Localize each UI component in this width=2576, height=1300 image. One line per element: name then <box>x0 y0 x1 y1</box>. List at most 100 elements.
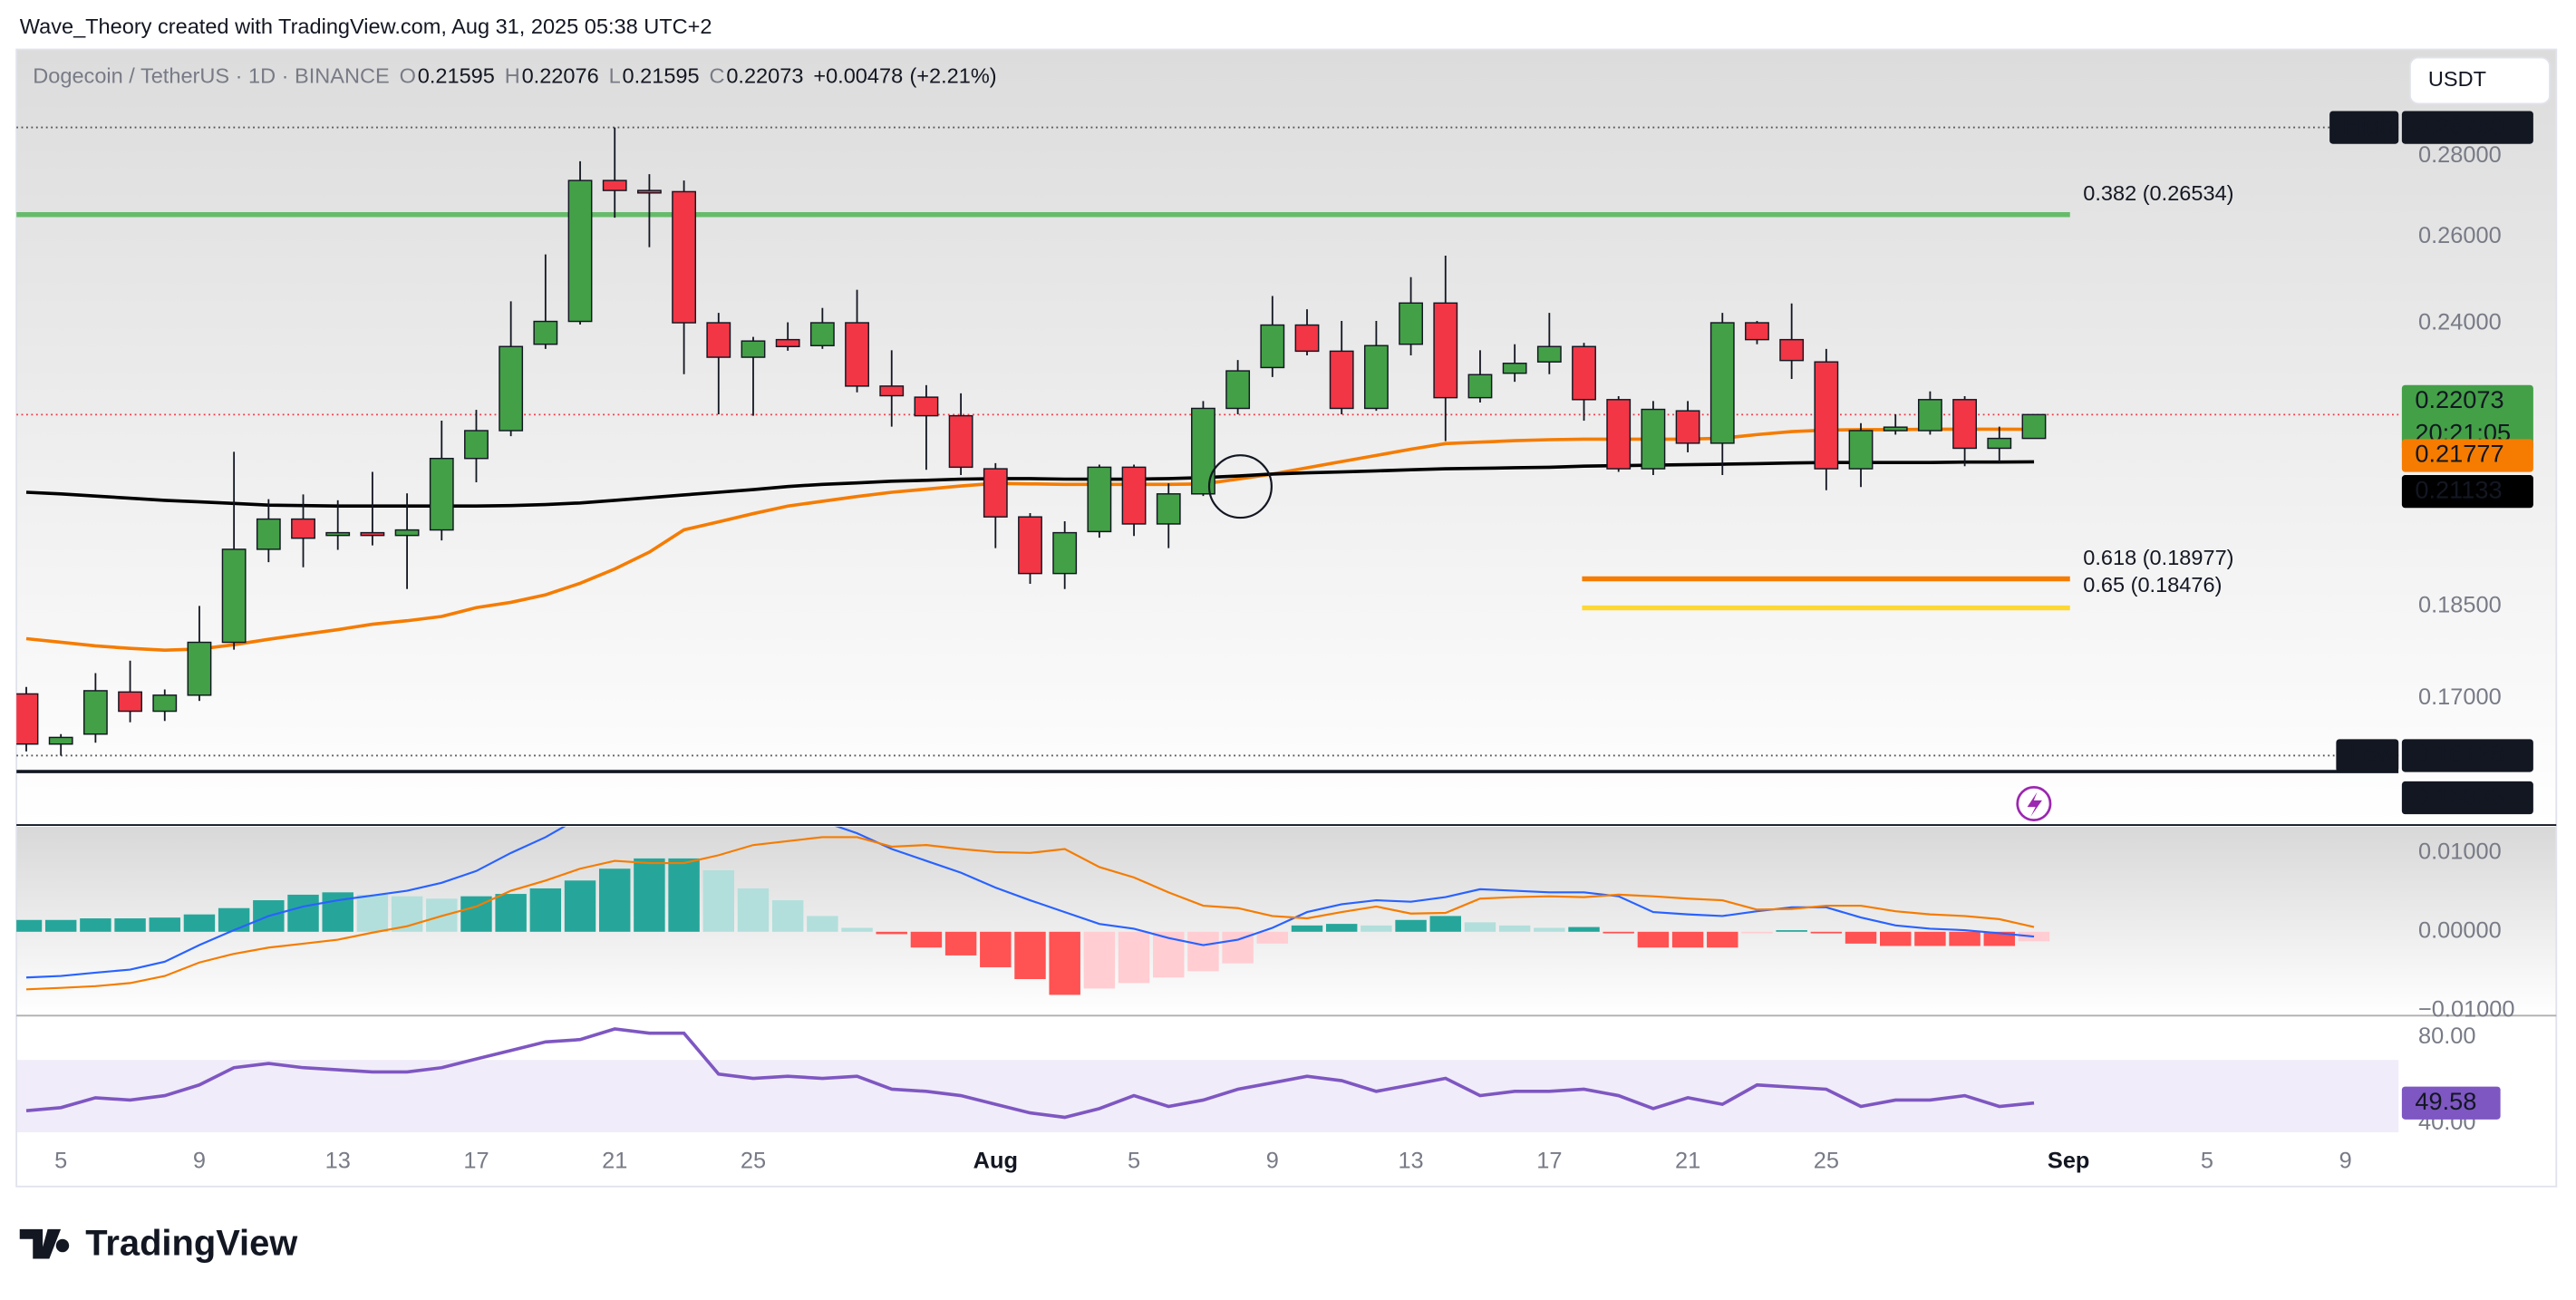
brand-name: TradingView <box>85 1224 298 1264</box>
candle-body <box>1918 399 1942 432</box>
last-price-box <box>2401 384 2533 451</box>
fib-label: 0.618 (0.18977) <box>2083 546 2233 569</box>
candle-body <box>1260 324 1285 369</box>
candle-body <box>1745 322 1769 341</box>
candle-body <box>464 430 489 460</box>
candle-body <box>567 179 593 323</box>
candle-body <box>291 518 315 539</box>
x-tick-label: 9 <box>193 1148 206 1173</box>
x-tick-label: 25 <box>1814 1148 1839 1173</box>
macd-bar <box>1671 931 1704 948</box>
candle-body <box>1363 344 1389 410</box>
ema200-price-box <box>2401 475 2533 509</box>
macd-bar <box>1810 931 1843 934</box>
candle-body <box>1709 322 1735 444</box>
macd-bar <box>1429 916 1461 932</box>
candle-body <box>16 693 39 745</box>
candle-body <box>1952 399 1978 450</box>
x-tick-label: Sep <box>2048 1148 2090 1173</box>
macd-bar <box>16 919 43 932</box>
candle-body <box>1606 399 1632 470</box>
macd-bar <box>1464 922 1496 932</box>
signal-line <box>25 836 2035 991</box>
y-tick-label: 0.18500 <box>2418 593 2502 618</box>
macd-bar <box>1187 931 1219 972</box>
legend-value: 0.22076 <box>522 64 599 88</box>
candle-body <box>1848 430 1874 470</box>
legend-field: L <box>609 64 621 88</box>
legend-value: 0.22073 <box>726 64 803 88</box>
macd-bar <box>1083 931 1116 989</box>
legend-field: O <box>400 64 416 88</box>
low-price: 0.16128 <box>2415 740 2503 768</box>
candle-body <box>1329 350 1354 410</box>
x-tick-label: 5 <box>54 1148 67 1173</box>
high-label: High <box>2343 112 2394 140</box>
x-tick-label: Aug <box>973 1148 1018 1173</box>
candle-body <box>1018 516 1042 575</box>
macd-bar <box>634 858 665 932</box>
macd-bar <box>1983 931 2016 946</box>
x-tick-label: 17 <box>463 1148 489 1173</box>
x-tick-label: 9 <box>1266 1148 1279 1173</box>
currency-label: USDT <box>2428 67 2486 91</box>
candle-body <box>2021 413 2047 440</box>
macd-bar <box>944 931 977 956</box>
candle-body <box>1987 437 2012 450</box>
attribution: Wave_Theory created with TradingView.com… <box>20 15 712 38</box>
macd-bar <box>114 918 146 932</box>
legend-value: 0.21595 <box>622 64 699 88</box>
candle-body <box>82 690 108 735</box>
fib-label: 0.65 (0.18476) <box>2083 573 2222 597</box>
macd-bar <box>1049 931 1080 995</box>
candle-body <box>187 641 212 696</box>
macd-bar <box>1741 931 1773 934</box>
x-tick-label: 13 <box>1398 1148 1423 1173</box>
candle-body <box>394 529 420 537</box>
macd-bar <box>218 907 250 932</box>
legend-field: H <box>505 64 520 88</box>
candle-body <box>360 531 385 537</box>
x-tick-label: 25 <box>741 1148 766 1173</box>
macd-bar <box>356 894 389 932</box>
candle-body <box>1641 408 1666 470</box>
macd-bar <box>737 888 770 932</box>
candle-body <box>914 396 939 417</box>
moving-average <box>25 460 2035 509</box>
candle-body <box>325 531 351 537</box>
alert-bolt <box>2027 791 2042 817</box>
ema-price-box <box>2401 439 2533 472</box>
candle-body <box>845 322 869 387</box>
candle-body <box>48 736 73 745</box>
candle-body <box>1502 363 1527 374</box>
x-tick-label: 9 <box>2339 1148 2352 1173</box>
rsi-plot <box>25 1027 2035 1120</box>
y-tick-label: 0.24000 <box>2418 310 2502 335</box>
macd-bar <box>1707 931 1738 948</box>
last-price: 0.22073 <box>2415 385 2503 413</box>
macd-tick-label: 0.01000 <box>2418 839 2502 865</box>
y-tick-label: 0.17000 <box>2418 684 2502 710</box>
candle-body <box>1052 531 1078 575</box>
macd-bar <box>495 894 527 932</box>
fib-label: 0.382 (0.26534) <box>2083 181 2233 205</box>
low-label: Low <box>2349 740 2395 768</box>
candle-body <box>533 320 558 345</box>
currency-button[interactable] <box>2409 56 2551 105</box>
candle-body <box>1294 324 1320 353</box>
ema200-price: 0.21133 <box>2415 475 2502 503</box>
candle-body <box>1399 302 1423 345</box>
macd-line <box>25 826 2035 979</box>
candle-body <box>879 385 905 397</box>
high-price: 0.28750 <box>2415 112 2503 140</box>
macd-plot <box>16 826 2050 995</box>
chart-border <box>15 48 2558 1188</box>
candle-body <box>221 548 247 644</box>
macd-bar <box>564 880 596 932</box>
candle-body <box>1536 345 1562 363</box>
macd-bar <box>1361 925 1392 932</box>
macd-bar <box>980 931 1012 967</box>
macd-bar <box>1568 926 1600 932</box>
macd-bar <box>841 927 873 932</box>
macd-bar <box>1395 919 1427 932</box>
